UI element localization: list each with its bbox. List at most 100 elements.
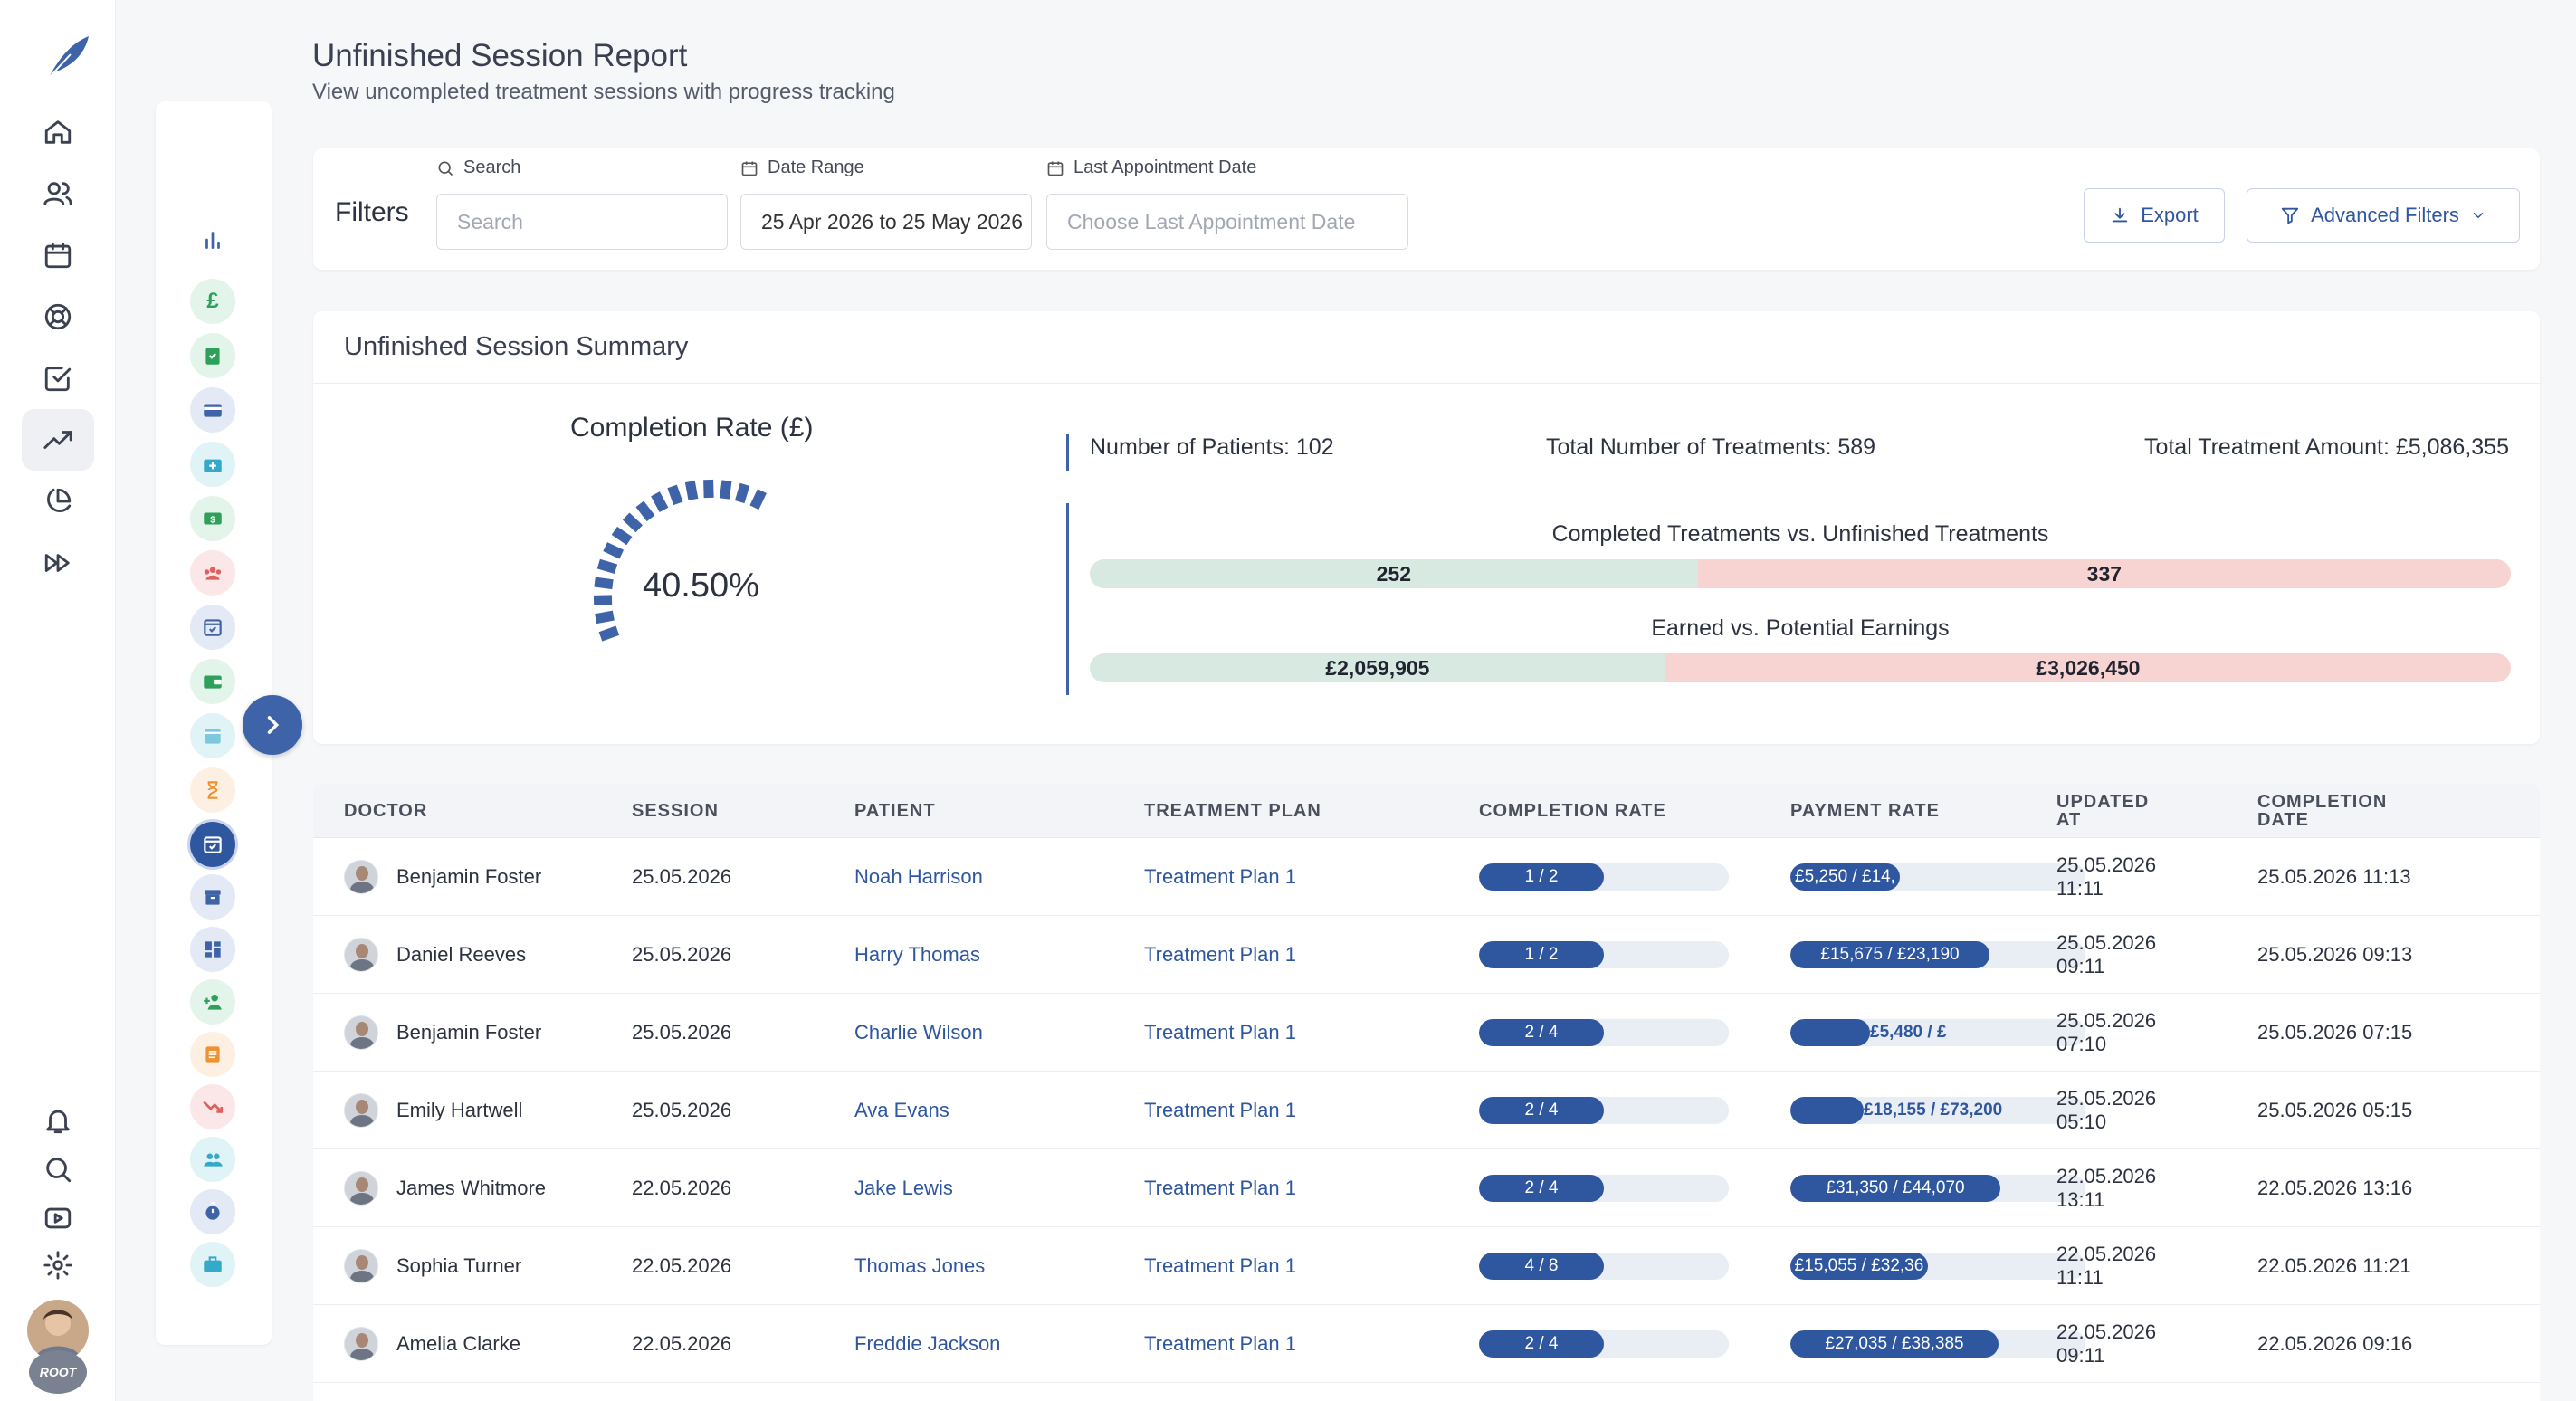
table-row[interactable]: Amelia Clarke 22.05.2026 Freddie Jackson Tr… bbox=[313, 1305, 2540, 1383]
nav-videos[interactable] bbox=[22, 1187, 94, 1249]
payment-progress-fill bbox=[1790, 1330, 1999, 1358]
nav-analytics[interactable] bbox=[22, 471, 94, 532]
treatment-plan-link[interactable]: Treatment Plan 1 bbox=[1144, 1177, 1296, 1199]
report-link-cases[interactable] bbox=[190, 1242, 235, 1287]
patient-link[interactable]: Thomas Jones bbox=[854, 1254, 986, 1277]
doctor-cell: Sophia Turner bbox=[344, 1227, 521, 1305]
report-link-unfinished-sessions[interactable] bbox=[190, 822, 235, 867]
nav-calendar[interactable] bbox=[22, 224, 94, 286]
report-link-revenue[interactable]: £ bbox=[190, 279, 235, 324]
table-header: DOCTOR SESSION PATIENT TREATMENT PLAN CO… bbox=[313, 784, 2540, 838]
payment-progress-fill bbox=[1790, 1019, 1870, 1046]
report-link-waiting[interactable] bbox=[190, 767, 235, 813]
nav-home[interactable] bbox=[22, 101, 94, 163]
patient-link[interactable]: Charlie Wilson bbox=[854, 1021, 983, 1044]
updated-at: 22.05.2026 13:11 bbox=[2056, 1165, 2157, 1211]
table-row[interactable]: Sophia Turner 22.05.2026 Thomas Jones Treat… bbox=[313, 1227, 2540, 1305]
gauge-tick bbox=[734, 482, 750, 504]
treatment-plan-link[interactable]: Treatment Plan 1 bbox=[1144, 1254, 1296, 1277]
patient-link[interactable]: Jake Lewis bbox=[854, 1177, 953, 1199]
table-row[interactable]: Benjamin Foster 25.05.2026 Noah Harrison Tr… bbox=[313, 838, 2540, 916]
report-link-wallet[interactable] bbox=[190, 659, 235, 704]
treatment-plan-link[interactable]: Treatment Plan 1 bbox=[1144, 1332, 1296, 1355]
report-link-groups[interactable] bbox=[190, 1137, 235, 1182]
earned-segment: £2,059,905 bbox=[1090, 653, 1665, 682]
search-input[interactable]: Search bbox=[436, 194, 728, 250]
report-link-cash[interactable]: $ bbox=[190, 496, 235, 541]
export-button[interactable]: Export bbox=[2084, 188, 2225, 243]
header-updated-at[interactable]: UPDATED AT bbox=[2056, 792, 2150, 830]
report-link-archive[interactable] bbox=[190, 874, 235, 920]
report-link-decline[interactable] bbox=[190, 1084, 235, 1129]
treatment-plan-link[interactable]: Treatment Plan 1 bbox=[1144, 1099, 1296, 1121]
table-body: Benjamin Foster 25.05.2026 Noah Harrison Tr… bbox=[313, 838, 2540, 1383]
header-completion-date[interactable]: COMPLETION DATE bbox=[2257, 792, 2388, 830]
nav-search[interactable] bbox=[22, 1139, 94, 1200]
nav-users[interactable] bbox=[22, 163, 94, 224]
doctor-name: Daniel Reeves bbox=[396, 943, 527, 966]
header-patient[interactable]: PATIENT bbox=[854, 801, 936, 821]
table-row[interactable]: Emily Hartwell 25.05.2026 Ava Evans Treatme… bbox=[313, 1072, 2540, 1149]
last-appointment-label: Last Appointment Date bbox=[1073, 157, 1257, 177]
report-link-schedule[interactable] bbox=[190, 713, 235, 758]
completion-progress-text: 2 / 4 bbox=[1524, 1023, 1559, 1042]
feather-logo-icon[interactable] bbox=[43, 33, 92, 81]
report-link-statistics[interactable] bbox=[190, 217, 235, 262]
patient-link[interactable]: Harry Thomas bbox=[854, 943, 980, 966]
nav-support[interactable] bbox=[22, 286, 94, 348]
table-row[interactable]: James Whitmore 22.05.2026 Jake Lewis Treatm… bbox=[313, 1149, 2540, 1227]
gauge-tick bbox=[684, 481, 699, 500]
report-link-team[interactable] bbox=[190, 550, 235, 596]
expand-sidebar-button[interactable] bbox=[243, 695, 302, 755]
gauge-tick bbox=[635, 500, 655, 522]
report-link-documents[interactable] bbox=[190, 1032, 235, 1077]
completion-progress-text: 2 / 4 bbox=[1524, 1101, 1559, 1120]
report-link-medical[interactable] bbox=[190, 442, 235, 487]
search-icon bbox=[438, 161, 453, 176]
report-link-clipboard[interactable] bbox=[190, 333, 235, 378]
session-date: 22.05.2026 bbox=[632, 1254, 732, 1277]
report-link-dashboard[interactable] bbox=[190, 927, 235, 972]
completion-progress-fill bbox=[1479, 1097, 1604, 1124]
gauge-title: Completion Rate (£) bbox=[570, 413, 814, 443]
doctor-avatar bbox=[344, 938, 378, 972]
treatment-plan-link[interactable]: Treatment Plan 1 bbox=[1144, 943, 1296, 966]
gauge-tick bbox=[703, 479, 714, 499]
patient-link[interactable]: Noah Harrison bbox=[854, 865, 983, 888]
report-link-payments[interactable] bbox=[190, 387, 235, 433]
nav-reports[interactable] bbox=[22, 409, 94, 471]
header-payment-rate[interactable]: PAYMENT RATE bbox=[1790, 801, 1940, 821]
nav-tasks[interactable] bbox=[22, 348, 94, 409]
nav-notifications[interactable] bbox=[22, 1090, 94, 1151]
archive-icon bbox=[205, 890, 221, 905]
last-appointment-input[interactable]: Choose Last Appointment Date bbox=[1046, 194, 1408, 250]
svg-text:$: $ bbox=[210, 515, 215, 525]
earnings-bar-title: Earned vs. Potential Earnings bbox=[1651, 615, 1950, 641]
search-icon bbox=[46, 1158, 72, 1183]
gauge-tick bbox=[622, 512, 643, 533]
completion-progress-fill bbox=[1479, 1019, 1604, 1046]
report-link-appointments[interactable] bbox=[190, 605, 235, 650]
chevron-right-icon bbox=[267, 716, 280, 734]
header-doctor[interactable]: DOCTOR bbox=[344, 801, 428, 821]
report-link-new-patients[interactable] bbox=[190, 979, 235, 1025]
last-appointment-label-group: Last Appointment Date bbox=[1046, 157, 1256, 178]
advanced-filters-button[interactable]: Advanced Filters bbox=[2247, 188, 2520, 243]
treatment-plan-link[interactable]: Treatment Plan 1 bbox=[1144, 865, 1296, 888]
calendar-check-icon bbox=[204, 836, 222, 853]
date-range-input[interactable]: 25 Apr 2026 to 25 May 2026 bbox=[740, 194, 1032, 250]
header-treatment-plan[interactable]: TREATMENT PLAN bbox=[1144, 801, 1321, 821]
patient-link[interactable]: Ava Evans bbox=[854, 1099, 949, 1121]
treatment-plan-link[interactable]: Treatment Plan 1 bbox=[1144, 1021, 1296, 1044]
patient-link[interactable]: Freddie Jackson bbox=[854, 1332, 1001, 1355]
table-row[interactable]: Benjamin Foster 25.05.2026 Charlie Wilson T… bbox=[313, 994, 2540, 1072]
report-link-duration[interactable] bbox=[190, 1189, 235, 1234]
nav-fast-forward[interactable] bbox=[22, 532, 94, 594]
gauge-tick bbox=[594, 577, 614, 590]
header-session[interactable]: SESSION bbox=[632, 801, 719, 821]
table-row[interactable]: Daniel Reeves 25.05.2026 Harry Thomas Treat… bbox=[313, 916, 2540, 994]
header-completion-rate[interactable]: COMPLETION RATE bbox=[1479, 801, 1666, 821]
completion-date: 22.05.2026 11:21 bbox=[2257, 1254, 2411, 1277]
doctor-name: James Whitmore bbox=[396, 1177, 547, 1199]
nav-settings[interactable] bbox=[22, 1234, 94, 1296]
